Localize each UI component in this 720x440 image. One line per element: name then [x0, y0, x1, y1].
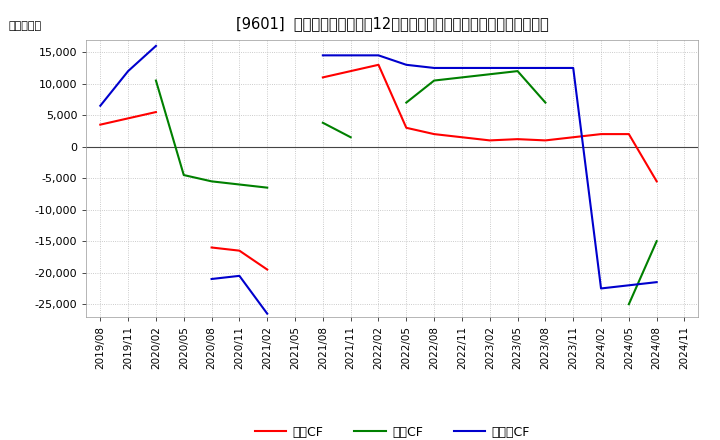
営業CF: [152, 110, 161, 115]
フリーCF: [96, 103, 104, 108]
Legend: 営業CF, 投資CF, フリーCF: 営業CF, 投資CF, フリーCF: [250, 421, 535, 440]
営業CF: [96, 122, 104, 127]
フリーCF: [152, 43, 161, 48]
フリーCF: [124, 69, 132, 74]
Line: 営業CF: 営業CF: [100, 112, 156, 125]
Title: [9601]  キャッシュフローの12か月移動合計の対前年同期増減額の推移: [9601] キャッシュフローの12か月移動合計の対前年同期増減額の推移: [236, 16, 549, 32]
Y-axis label: （百万円）: （百万円）: [9, 21, 42, 31]
Line: フリーCF: フリーCF: [100, 46, 156, 106]
営業CF: [124, 116, 132, 121]
